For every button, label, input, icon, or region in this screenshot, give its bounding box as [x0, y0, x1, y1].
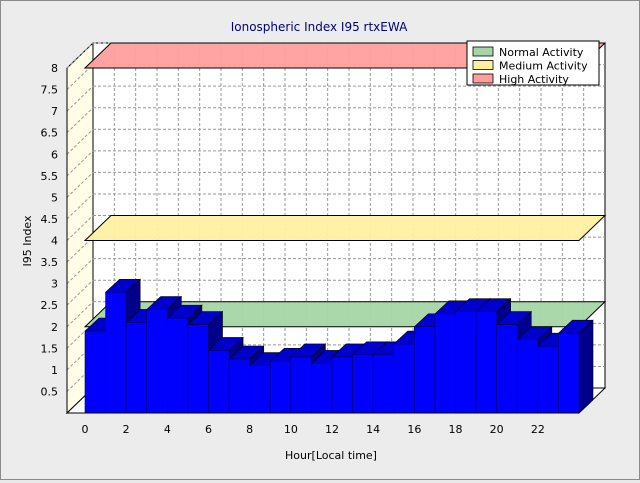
- x-tick-label: 20: [490, 423, 504, 436]
- bar: [434, 313, 456, 414]
- y-tick-label: 2.5: [41, 299, 59, 312]
- y-axis-label: I95 Index: [21, 215, 34, 267]
- legend-label: High Activity: [499, 73, 569, 86]
- x-tick-label: 16: [407, 423, 421, 436]
- x-tick-label: 0: [82, 423, 89, 436]
- grid-line-h-side: [66, 258, 94, 284]
- bar: [516, 339, 539, 414]
- y-tick-label: 2: [51, 321, 58, 334]
- y-tick-label: 6.5: [41, 127, 59, 140]
- y-tick-label: 7.5: [41, 84, 59, 97]
- grid-line-h-side: [66, 64, 94, 90]
- bar: [249, 365, 271, 414]
- grid-line-h-side: [66, 150, 94, 177]
- bar: [372, 354, 395, 414]
- y-tick-label: 3.5: [41, 256, 59, 269]
- x-axis-label: Hour[Local time]: [285, 449, 377, 462]
- bar: [475, 311, 497, 414]
- y-tick-label: 4: [51, 235, 58, 248]
- x-tick-label: 4: [164, 423, 171, 436]
- y-tick-label: 1: [51, 364, 58, 377]
- bar: [537, 345, 559, 414]
- grid-line-h-side: [66, 215, 94, 241]
- bar: [311, 363, 333, 414]
- x-tick-label: 6: [205, 423, 212, 436]
- grid-line-h-side: [66, 301, 94, 328]
- x-tick-label: 14: [366, 423, 380, 436]
- y-tick-label: 6: [51, 148, 58, 161]
- legend-swatch: [472, 73, 494, 84]
- bar: [125, 322, 148, 414]
- x-tick-label: 10: [284, 423, 298, 436]
- grid-line-h-side: [66, 193, 94, 220]
- bar: [146, 309, 168, 414]
- bar: [167, 317, 189, 414]
- grid-line-h-side: [66, 85, 94, 112]
- x-tick-label: 12: [325, 423, 339, 436]
- x-tick-label: 8: [246, 423, 253, 436]
- x-tick-label: 22: [531, 423, 545, 436]
- bar: [558, 332, 580, 414]
- bar: [331, 356, 353, 414]
- bar: [187, 324, 209, 414]
- bar: [414, 326, 436, 414]
- grid-line-h-side: [66, 236, 94, 263]
- bar: [208, 350, 230, 414]
- x-tick-label: 18: [449, 423, 463, 436]
- bar: [290, 356, 312, 414]
- y-tick-label: 0.5: [41, 385, 59, 398]
- y-tick-label: 5.5: [41, 170, 59, 183]
- bar-side: [578, 319, 594, 414]
- y-tick-label: 4.5: [41, 213, 59, 226]
- legend-swatch: [472, 46, 494, 57]
- grid-line-h-side: [66, 279, 94, 306]
- legend-label: Normal Activity: [499, 46, 584, 59]
- x-tick-label: 2: [123, 423, 130, 436]
- bar: [269, 360, 292, 414]
- y-tick-label: 3: [51, 278, 58, 291]
- grid-line-h-side: [66, 42, 94, 69]
- bar: [496, 324, 518, 414]
- y-tick-label: 1.5: [41, 342, 59, 355]
- legend-label: Medium Activity: [499, 60, 588, 73]
- bar: [393, 343, 415, 414]
- bar: [105, 291, 127, 414]
- y-tick-label: 5: [51, 191, 58, 204]
- legend-swatch: [472, 60, 494, 70]
- grid-line-h-side: [66, 128, 94, 155]
- grid-line-h-side: [66, 107, 94, 134]
- bar: [228, 358, 250, 414]
- bar: [455, 311, 477, 414]
- chart-title: Ionospheric Index I95 rtxEWA: [231, 20, 408, 34]
- band-medium: [83, 215, 607, 241]
- grid-line-h-side: [66, 172, 94, 198]
- y-tick-label: 7: [51, 105, 58, 118]
- y-tick-label: 8: [51, 62, 58, 75]
- bar: [84, 330, 106, 414]
- bar: [352, 354, 374, 414]
